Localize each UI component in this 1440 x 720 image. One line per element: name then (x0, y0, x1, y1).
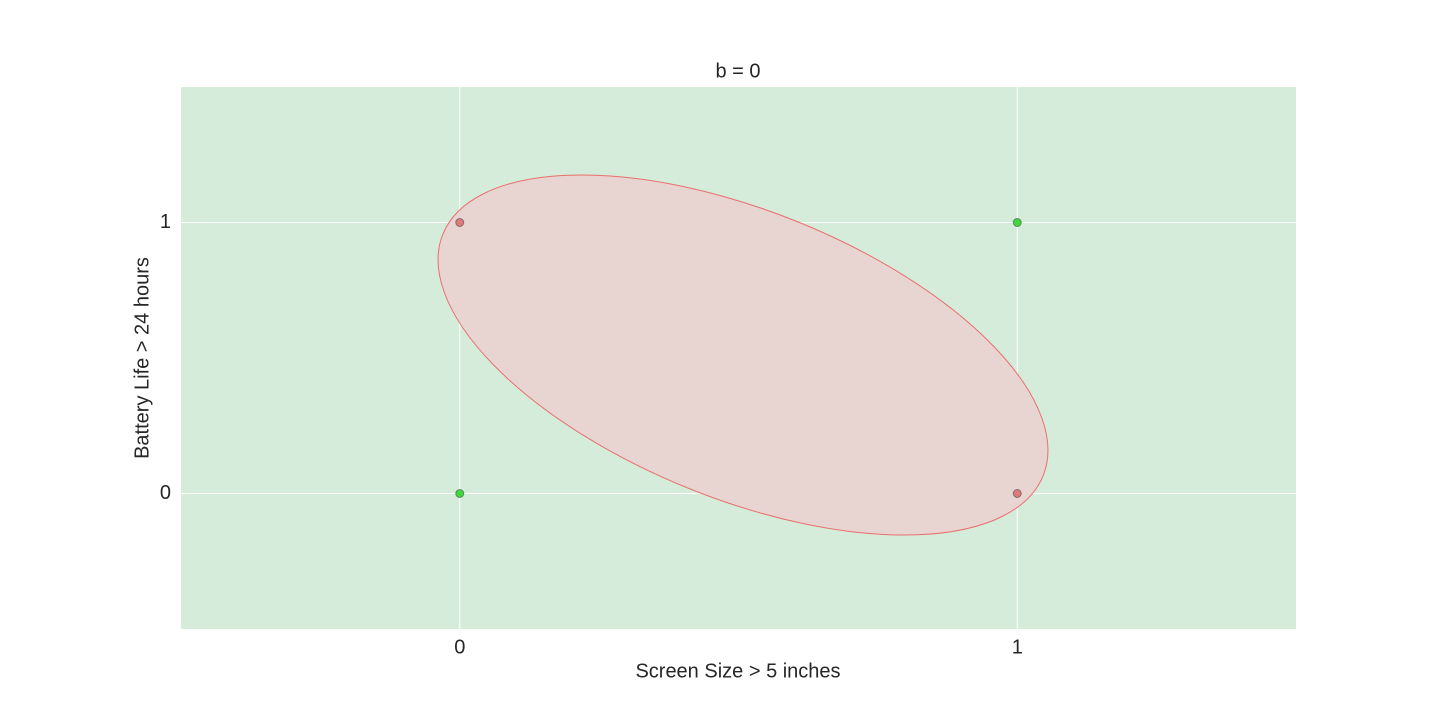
x-tick-label: 1 (1012, 636, 1023, 658)
point (455, 218, 465, 227)
x-tick-label: 0 (454, 636, 465, 658)
y-tick-label: 0 (160, 482, 171, 504)
y-tick-label: 1 (160, 211, 171, 233)
point (1012, 489, 1022, 498)
point (1012, 218, 1022, 227)
point (455, 489, 465, 498)
decision-region (437, 174, 1049, 536)
x-axis-label: Screen Size > 5 inches (635, 660, 840, 682)
y-axis-label: Battery Life > 24 hours (131, 257, 153, 459)
chart-title: b = 0 (715, 60, 760, 82)
